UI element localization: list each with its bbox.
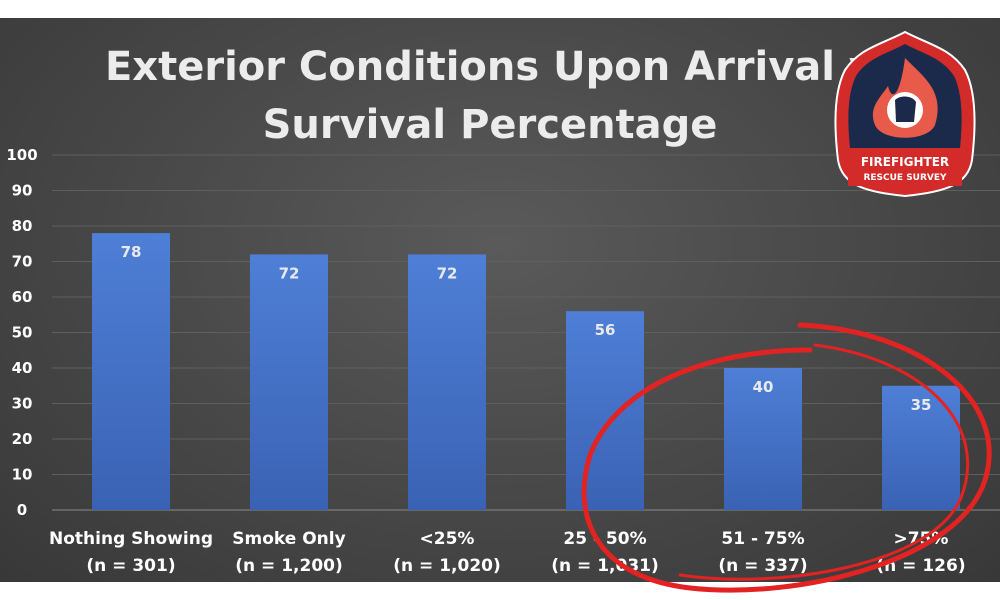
data-label: 78 [121, 243, 142, 261]
x-category-label: 25 - 50% [563, 529, 646, 549]
bar [92, 233, 170, 510]
x-category-label: (n = 337) [718, 556, 807, 576]
y-tick-label: 40 [12, 359, 33, 377]
y-tick-label: 10 [12, 466, 33, 484]
y-tick-label: 30 [12, 395, 33, 413]
data-label: 56 [595, 321, 616, 339]
y-tick-label: 100 [6, 146, 37, 164]
x-category-label: (n = 126) [876, 556, 965, 576]
logo-text-line-2: RESCUE SURVEY [863, 173, 947, 183]
y-tick-label: 90 [12, 182, 33, 200]
y-axis-ticks: 0 10 20 30 40 50 60 70 80 90 100 [6, 146, 37, 519]
chart-title-line-2: Survival Percentage [263, 102, 718, 148]
x-category-label: (n = 301) [86, 556, 175, 576]
y-tick-label: 70 [12, 253, 33, 271]
y-tick-label: 80 [12, 217, 33, 235]
x-category-label: <25% [420, 529, 475, 549]
data-label: 72 [279, 264, 300, 282]
x-category-label: 51 - 75% [721, 529, 804, 549]
logo-text-line-1: FIREFIGHTER [861, 155, 949, 169]
x-category-label: (n = 1,020) [393, 556, 501, 576]
data-label: 35 [911, 396, 932, 414]
data-label: 40 [753, 378, 774, 396]
y-tick-label: 20 [12, 430, 33, 448]
bars [92, 233, 960, 510]
data-label: 72 [437, 264, 458, 282]
red-circle-annotation [581, 322, 992, 593]
x-category-label: (n = 1,031) [551, 556, 659, 576]
y-tick-label: 50 [12, 324, 33, 342]
chart-title: Exterior Conditions Upon Arrival v Survi… [105, 44, 875, 148]
data-labels: 78 72 72 56 40 35 [121, 243, 932, 414]
bar [724, 368, 802, 510]
bar [408, 254, 486, 510]
y-tick-label: 60 [12, 288, 33, 306]
firefighter-rescue-survey-logo: FIREFIGHTER RESCUE SURVEY [834, 30, 976, 198]
chart-title-line-1: Exterior Conditions Upon Arrival v [105, 44, 875, 90]
bar [250, 254, 328, 510]
x-category-label: Smoke Only [232, 529, 345, 549]
x-axis-categories: Nothing Showing (n = 301) Smoke Only (n = 1… [49, 529, 966, 576]
bar [566, 311, 644, 510]
x-category-label: Nothing Showing [49, 529, 213, 549]
x-category-label: (n = 1,200) [235, 556, 343, 576]
y-tick-label: 0 [17, 501, 27, 519]
